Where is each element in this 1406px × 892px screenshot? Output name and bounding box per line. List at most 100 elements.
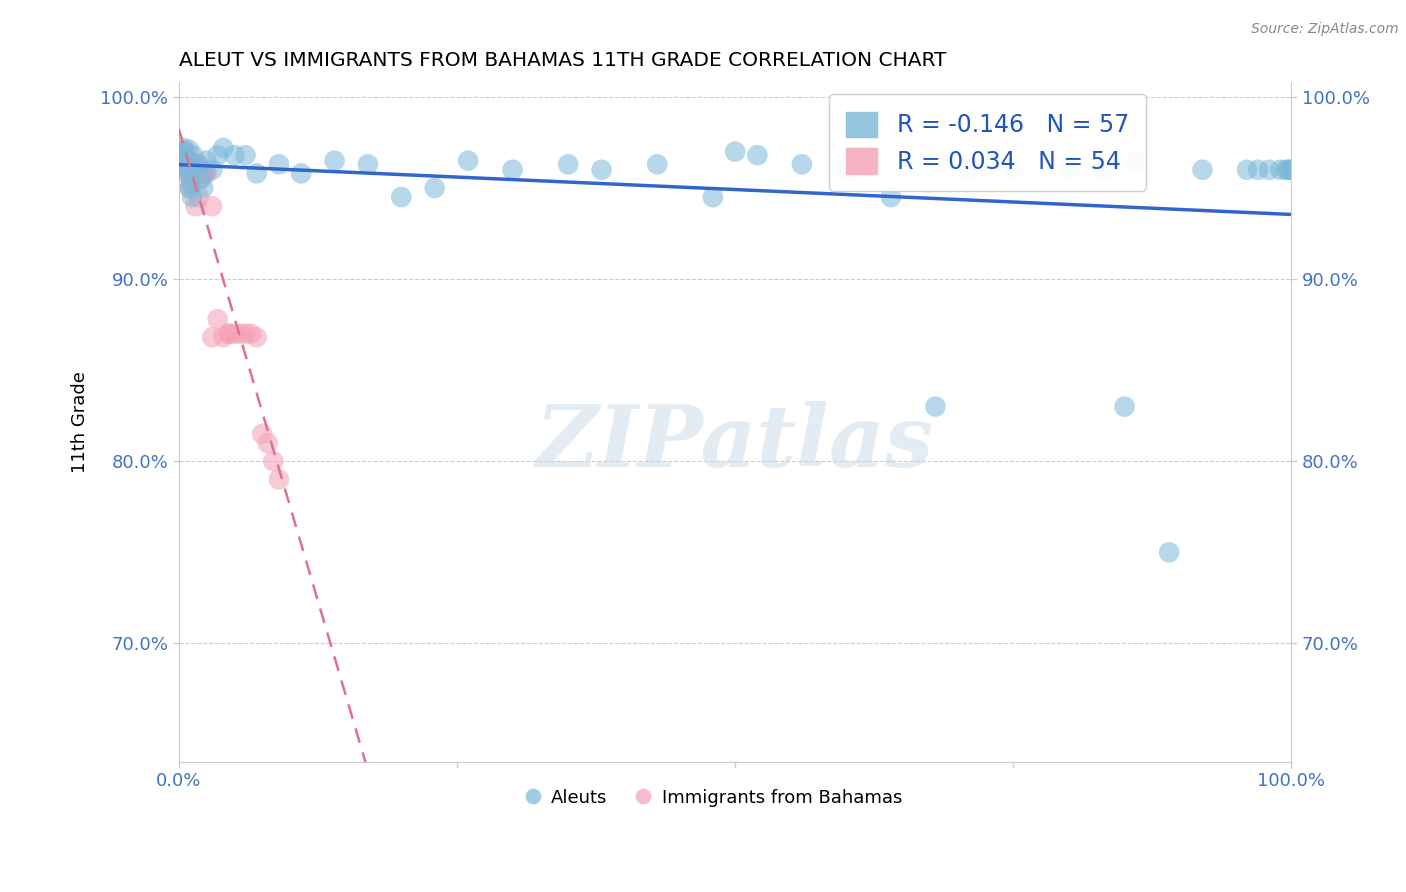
Point — [176, 162, 198, 177]
Point — [1057, 162, 1080, 177]
Text: ZIPatlas: ZIPatlas — [536, 401, 934, 484]
Point — [224, 326, 246, 341]
Point — [201, 199, 224, 213]
Point — [186, 162, 208, 177]
Point — [724, 145, 747, 159]
Point — [323, 153, 346, 168]
Point — [190, 162, 212, 177]
Point — [173, 148, 195, 162]
Point — [924, 400, 946, 414]
Point — [172, 141, 194, 155]
Point — [235, 148, 257, 162]
Point — [252, 426, 274, 441]
Point — [207, 148, 229, 162]
Point — [457, 153, 479, 168]
Point — [179, 181, 201, 195]
Point — [747, 148, 769, 162]
Point — [181, 190, 204, 204]
Point — [591, 162, 613, 177]
Point — [174, 157, 197, 171]
Point — [229, 326, 252, 341]
Point — [194, 166, 217, 180]
Point — [835, 162, 858, 177]
Point — [170, 148, 193, 162]
Y-axis label: 11th Grade: 11th Grade — [72, 371, 89, 473]
Point — [224, 148, 246, 162]
Point — [880, 190, 903, 204]
Point — [181, 148, 204, 162]
Point — [174, 148, 197, 162]
Point — [181, 166, 204, 180]
Point — [184, 162, 207, 177]
Point — [183, 157, 205, 171]
Point — [262, 454, 284, 468]
Point — [502, 162, 524, 177]
Point — [201, 162, 224, 177]
Point — [1125, 153, 1147, 168]
Point — [173, 153, 195, 168]
Point — [184, 162, 207, 177]
Point — [179, 181, 201, 195]
Point — [389, 190, 412, 204]
Point — [180, 162, 202, 177]
Point — [201, 330, 224, 344]
Text: Source: ZipAtlas.com: Source: ZipAtlas.com — [1251, 22, 1399, 37]
Point — [240, 326, 263, 341]
Point — [1275, 162, 1298, 177]
Point — [193, 181, 215, 195]
Point — [207, 312, 229, 326]
Point — [177, 143, 200, 157]
Point — [187, 166, 209, 180]
Point — [191, 166, 214, 180]
Point — [179, 172, 201, 186]
Point — [290, 166, 312, 180]
Point — [190, 172, 212, 186]
Point — [173, 153, 195, 168]
Point — [181, 162, 204, 177]
Point — [212, 141, 235, 155]
Point — [1247, 162, 1270, 177]
Point — [235, 326, 257, 341]
Point — [172, 145, 194, 159]
Point — [246, 330, 269, 344]
Point — [212, 330, 235, 344]
Point — [1270, 162, 1292, 177]
Point — [557, 157, 579, 171]
Point — [193, 166, 215, 180]
Point — [256, 436, 278, 450]
Point — [177, 162, 200, 177]
Point — [180, 178, 202, 192]
Point — [187, 157, 209, 171]
Point — [179, 162, 201, 177]
Text: ALEUT VS IMMIGRANTS FROM BAHAMAS 11TH GRADE CORRELATION CHART: ALEUT VS IMMIGRANTS FROM BAHAMAS 11TH GR… — [179, 51, 946, 70]
Point — [195, 153, 218, 168]
Point — [172, 153, 194, 168]
Legend: Aleuts, Immigrants from Bahamas: Aleuts, Immigrants from Bahamas — [516, 781, 910, 814]
Point — [176, 166, 198, 180]
Point — [1279, 162, 1302, 177]
Point — [187, 157, 209, 171]
Point — [267, 157, 290, 171]
Point — [645, 157, 668, 171]
Point — [790, 157, 813, 171]
Point — [267, 472, 290, 486]
Point — [176, 157, 198, 171]
Point — [1277, 162, 1299, 177]
Point — [195, 166, 218, 180]
Point — [1281, 162, 1303, 177]
Point — [184, 199, 207, 213]
Point — [1091, 162, 1114, 177]
Point — [957, 162, 980, 177]
Point — [218, 326, 240, 341]
Point — [702, 190, 724, 204]
Point — [181, 157, 204, 171]
Point — [176, 162, 198, 177]
Point — [177, 153, 200, 168]
Point — [1159, 545, 1181, 559]
Point — [1002, 162, 1025, 177]
Point — [172, 148, 194, 162]
Point — [172, 148, 194, 162]
Point — [176, 162, 198, 177]
Point — [181, 166, 204, 180]
Point — [357, 157, 380, 171]
